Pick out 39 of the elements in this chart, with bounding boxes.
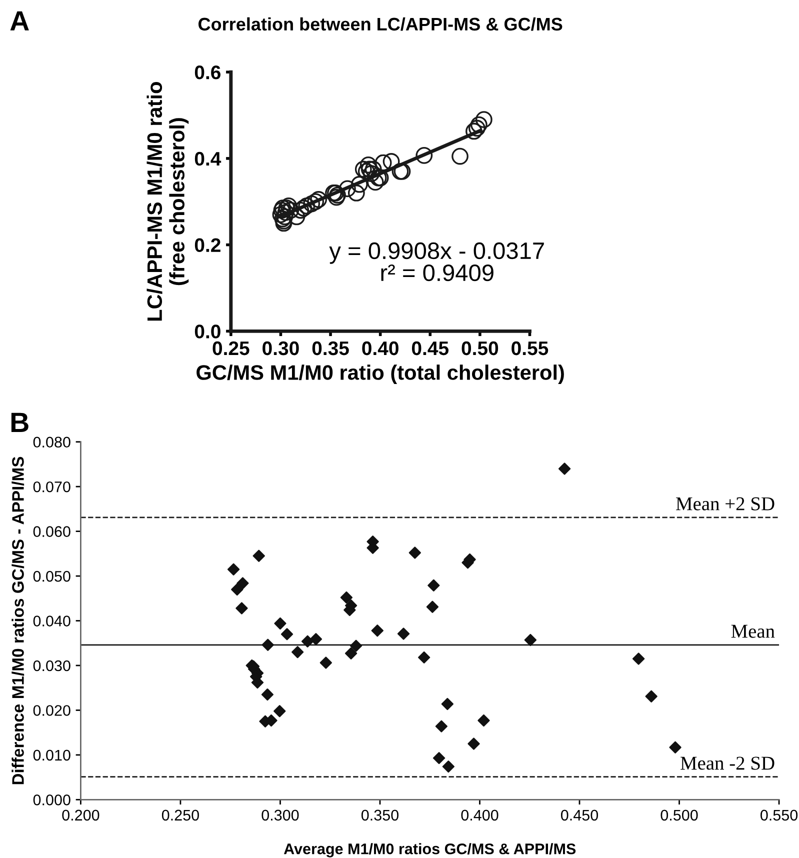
y-tick-label: 0.030	[33, 660, 70, 672]
y-tick-label: 0.0	[194, 324, 220, 338]
x-tick-label: 0.35	[312, 341, 349, 356]
text: A	[10, 11, 29, 30]
ref-line-label: Mean	[731, 624, 775, 638]
x-tick-label: 0.300	[262, 810, 299, 821]
ref-line-label: Mean -2 SD	[680, 756, 774, 770]
y-tick-label: 0.000	[33, 794, 70, 806]
x-tick-label: 0.55	[512, 341, 548, 356]
x-tick-label: 0.400	[461, 810, 498, 821]
y-axis-title: Difference M1/M0 ratios GC/MS - APPI/MS	[12, 456, 24, 784]
y-tick-label: 0.6	[194, 66, 220, 80]
y-tick-label: 0.070	[33, 481, 70, 492]
x-tick-label: 0.50	[462, 341, 498, 356]
x-tick-label: 0.200	[62, 810, 100, 821]
y-tick-label: 0.080	[33, 436, 70, 448]
x-tick-label: 0.350	[361, 810, 398, 821]
y-tick-label: 0.040	[33, 616, 70, 626]
x-tick-label: 0.45	[412, 341, 449, 356]
ref-line-label: Mean +2 SD	[676, 497, 774, 510]
y-tick-label: 0.060	[33, 526, 70, 538]
y-tick-label: 0.020	[33, 705, 70, 716]
y-axis-title: LC/APPI-MS M1/M0 ratio (free cholesterol)	[146, 82, 189, 321]
x-tick-label: 0.500	[660, 810, 698, 821]
y-tick-label: 0.2	[194, 238, 220, 252]
x-axis-title: Average M1/M0 ratios GC/MS & APPI/MS	[284, 843, 576, 858]
x-tick-label: 0.550	[760, 810, 798, 821]
x-tick-label: 0.450	[560, 810, 598, 821]
x-tick-label: 0.25	[212, 341, 250, 356]
annotation: y = 0.9908x - 0.0317 r² = 0.9409	[329, 242, 544, 282]
y-tick-label: 0.050	[33, 570, 70, 582]
y-tick-label: 0.4	[194, 152, 222, 166]
x-tick-label: 0.250	[162, 810, 199, 821]
x-tick-label: 0.30	[262, 341, 299, 356]
x-axis-title: GC/MS M1/M0 ratio (total cholesterol)	[196, 364, 564, 384]
text: B	[11, 412, 28, 432]
chart-title: Correlation between LC/APPI-MS & GC/MS	[198, 17, 562, 31]
x-tick-label: 0.40	[362, 341, 398, 356]
y-tick-label: 0.010	[33, 750, 70, 761]
